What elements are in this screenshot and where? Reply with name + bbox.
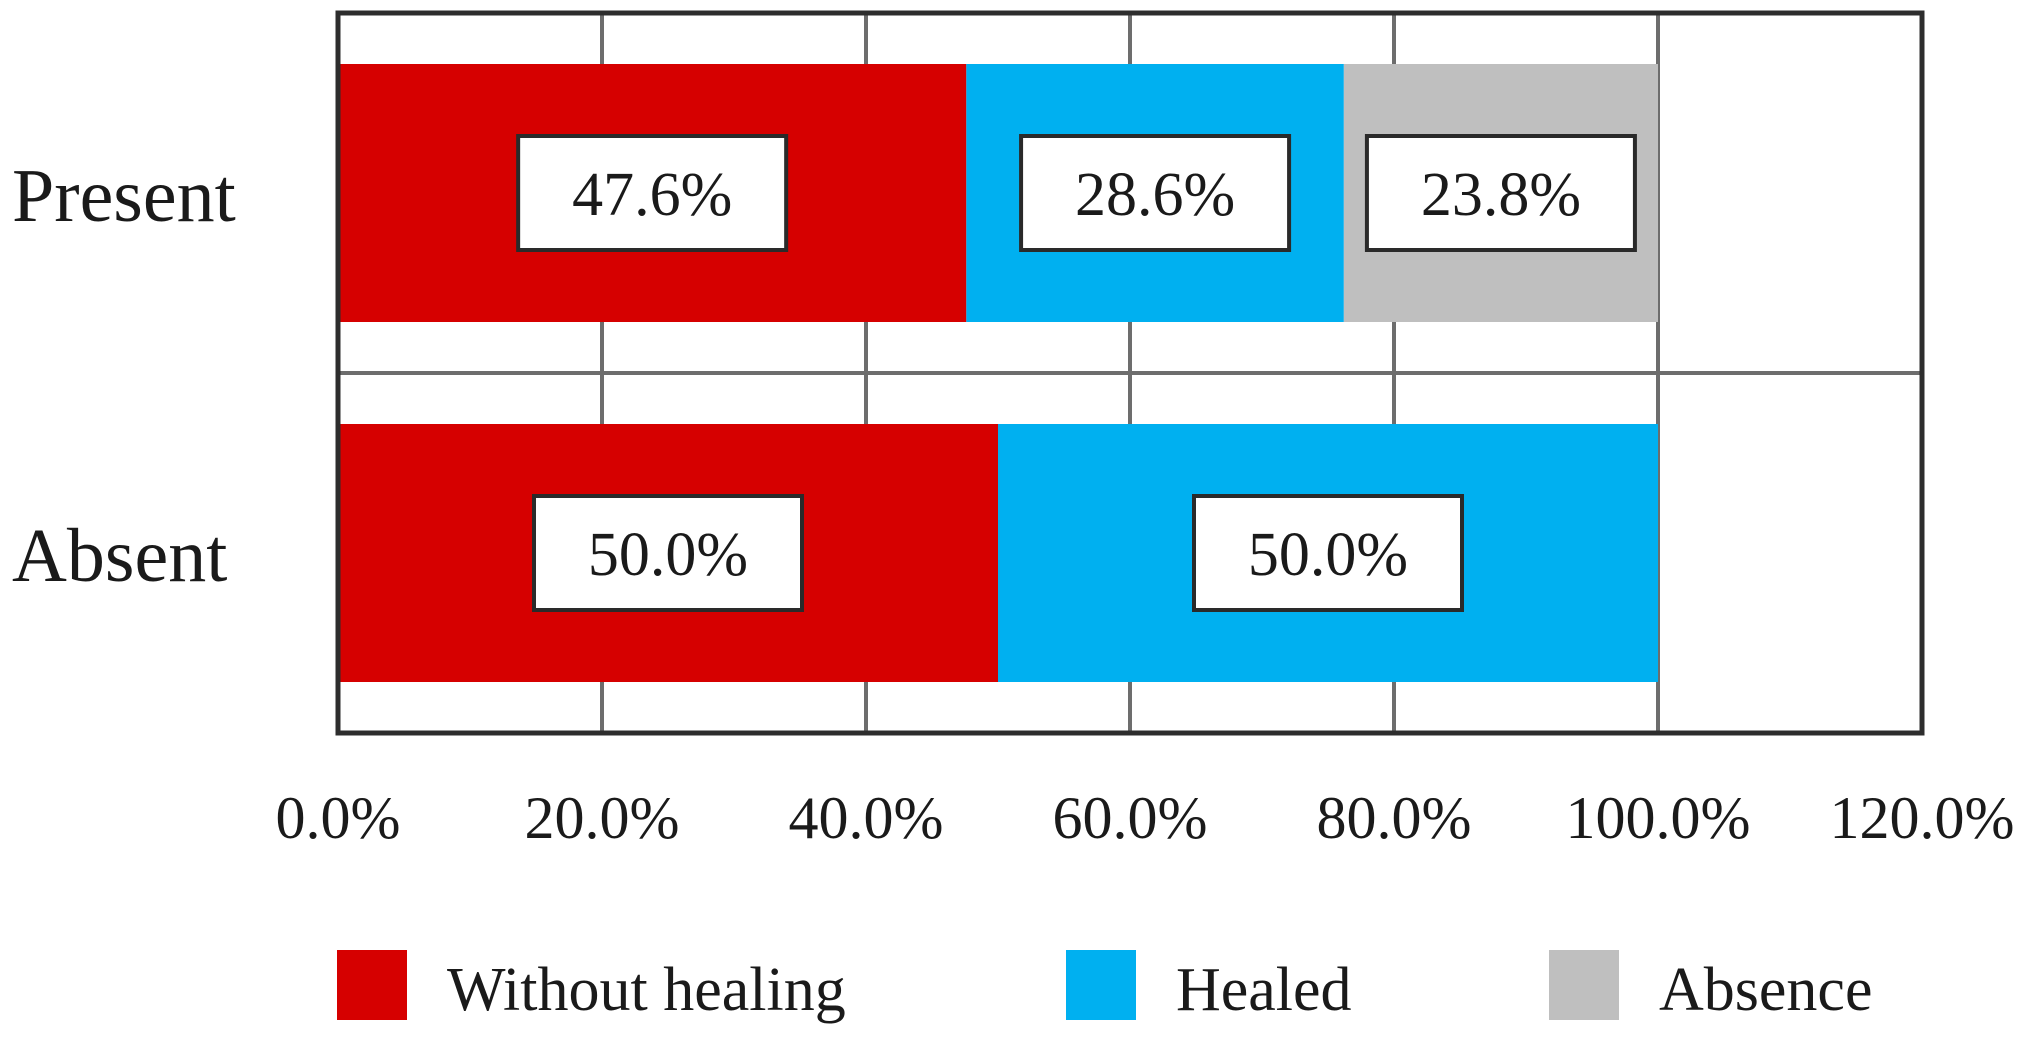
x-axis-tick-labels: 0.0% 20.0% 40.0% 60.0% 80.0% 100.0% 120.0% — [276, 785, 2015, 851]
plot-border — [335, 10, 1925, 736]
x-tick-label: 0.0% — [276, 785, 401, 851]
data-label: 47.6% — [572, 161, 732, 229]
x-tick-label: 60.0% — [1053, 785, 1208, 851]
data-label: 50.0% — [588, 521, 748, 589]
category-label-absent: Absent — [12, 514, 227, 598]
legend: Without healing Healed Absence — [337, 950, 1872, 1024]
category-label-present: Present — [12, 154, 236, 238]
legend-label-healed: Healed — [1176, 956, 1352, 1024]
legend-swatch-without-healing — [337, 950, 407, 1020]
x-tick-label: 40.0% — [789, 785, 944, 851]
data-label-box — [532, 494, 804, 612]
data-label-box — [1364, 134, 1637, 252]
legend-label-absence: Absence — [1659, 956, 1872, 1024]
data-label: 23.8% — [1421, 161, 1581, 229]
data-label-box — [516, 134, 789, 252]
data-label-box — [1192, 494, 1464, 612]
x-tick-label: 20.0% — [525, 785, 680, 851]
x-tick-label: 80.0% — [1317, 785, 1472, 851]
x-tick-label: 100.0% — [1566, 785, 1751, 851]
data-label: 50.0% — [1248, 521, 1408, 589]
x-tick-label: 120.0% — [1830, 785, 2015, 851]
data-labels: 47.6% 28.6% 23.8% 50.0% 50.0% — [516, 134, 1637, 612]
data-label: 28.6% — [1075, 161, 1235, 229]
legend-swatch-absence — [1549, 950, 1619, 1020]
plot-frame — [335, 10, 1925, 736]
legend-swatch-healed — [1066, 950, 1136, 1020]
data-label-box — [1019, 134, 1292, 252]
category-labels: Present Absent — [12, 154, 236, 598]
legend-label-without-healing: Without healing — [447, 956, 846, 1024]
